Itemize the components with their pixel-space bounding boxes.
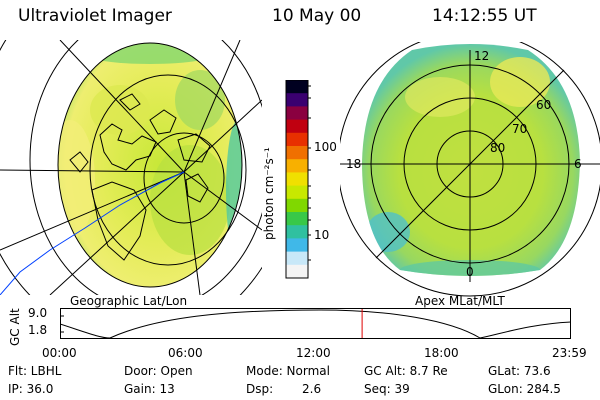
dsp-label: Dsp: [246,382,274,396]
lat-lon-grid [0,40,262,295]
timeline-xtick-1: 06:00 [168,346,203,360]
timeline-xtick-2: 12:00 [296,346,331,360]
polar-grid [340,42,600,297]
timeline-xtick-4: 23:59 [552,346,587,360]
colorbar-stripe [286,264,308,279]
time-readout: 14:12:55 UT [432,6,537,26]
colorbar-stripe [286,212,308,226]
polar-mlat-mlt-map: 12 18 6 0 60 70 80 [340,42,600,297]
color-scale-bar [285,80,311,279]
colorbar-stripe [286,251,308,266]
door-readout: Door: Open [124,364,193,378]
colorbar-tick-10: 10 [314,228,330,242]
mode-readout: Mode: Normal [246,364,330,378]
seq-readout: Seq: 39 [364,382,410,396]
terminator-line [0,171,185,295]
colorbar-stripe [286,172,308,187]
colorbar-stripe [286,132,308,147]
mlt-label-12: 12 [474,49,489,63]
colorbar-stripe [286,238,308,253]
mlat-label-60: 60 [536,98,551,112]
colorbar-stripe [286,198,308,213]
gain-readout: Gain: 13 [124,382,175,396]
timeline-ylabel: GC Alt [8,308,22,346]
timeline-ytick-high: 9.0 [28,306,48,320]
dsp-value: 2.6 [302,382,322,396]
colorbar-tick-100: 100 [314,140,337,154]
orbit-altitude-timeline [60,308,572,339]
glon-readout: GLon: 284.5 [488,382,561,396]
colorbar-stripe [286,225,308,239]
geographic-map-label: Geographic Lat/Lon [70,294,188,308]
colorbar-unit-label: photon cm⁻²s⁻¹ [262,147,276,240]
timeline-xtick-0: 00:00 [42,346,77,360]
colorbar-stripe [286,185,308,200]
colorbar-stripe [286,119,308,134]
timeline-xtick-3: 18:00 [424,346,459,360]
mlat-label-70: 70 [512,122,527,136]
altitude-curve [60,309,572,339]
gc-alt-readout: GC Alt: 8.7 Re [364,364,448,378]
colorbar-stripe [286,80,308,94]
mlt-label-18: 18 [346,157,361,171]
colorbar-stripe [286,93,308,107]
colorbar-stripe [286,146,308,160]
date-readout: 10 May 00 [272,6,362,26]
colorbar-stripe [286,106,308,121]
colorbar-stripe [286,159,308,173]
filter-readout: Flt: LBHL [8,364,62,378]
ip-readout: IP: 36.0 [8,382,54,396]
mlat-label-80: 80 [490,141,505,155]
geographic-map [0,40,262,295]
instrument-title: Ultraviolet Imager [18,6,172,26]
mlt-label-0: 0 [466,265,474,279]
glat-readout: GLat: 73.6 [488,364,551,378]
timeline-ytick-low: 1.8 [28,323,48,337]
polar-map-label: Apex MLat/MLT [415,294,505,308]
mlt-label-6: 6 [574,157,582,171]
